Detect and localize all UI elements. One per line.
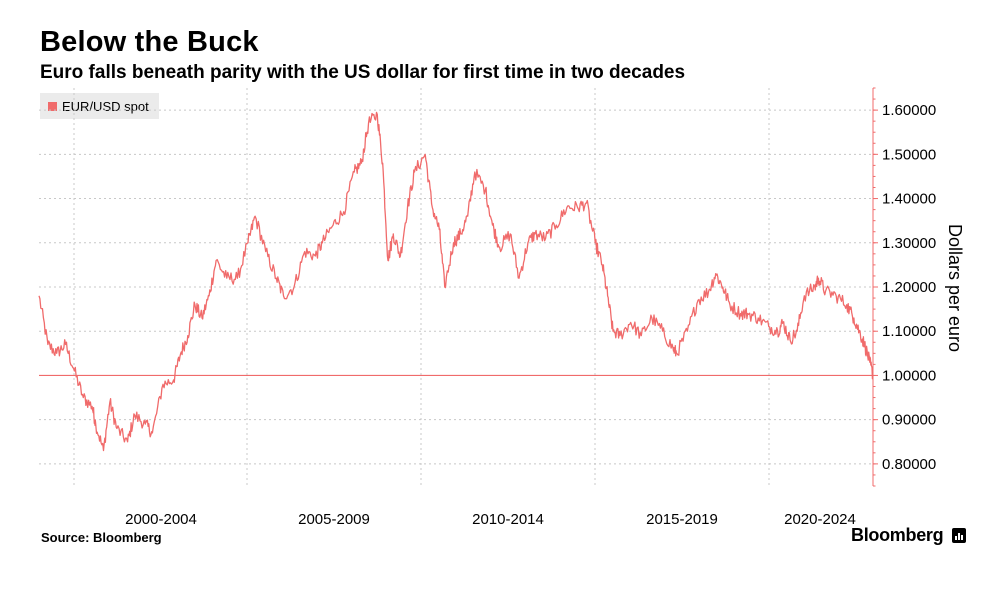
y-tick-label: 0.80000 [882,456,936,473]
x-tick-label: 2020-2024 [784,511,856,528]
chart-bars-icon [952,528,966,543]
y-tick-label: 1.10000 [882,323,936,340]
brand-logo: Bloomberg [851,525,944,545]
y-axis-label: Dollars per euro [945,224,965,352]
y-axis: 0.80000 0.90000 1.00000 1.10000 1.20000 1.300… [872,87,936,487]
y-tick-label: 0.90000 [882,412,936,429]
legend-label: EUR/USD spot [62,98,149,114]
y-tick-label: 1.30000 [882,235,936,252]
chart-subtitle: Euro falls beneath parity with the US do… [40,62,686,83]
x-tick-label: 2015-2019 [646,511,718,528]
x-tick-label: 2000-2004 [125,511,197,528]
legend-swatch [48,101,57,111]
x-tick-label: 2005-2009 [298,511,370,528]
series-group [38,111,874,452]
x-tick-label: 2010-2014 [472,511,544,528]
legend: EUR/USD spot [40,93,159,119]
y-tick-label: 1.00000 [882,367,936,384]
series-line-eur-usd [38,111,874,452]
x-axis: 2000-2004 2005-2009 2010-2014 2015-2019 2020… [125,511,856,528]
chart-title: Below the Buck [40,26,259,58]
y-tick-label: 1.20000 [882,279,936,296]
source-note: Source: Bloomberg [41,530,162,545]
gridlines [39,88,873,486]
y-tick-label: 1.50000 [882,146,936,163]
y-tick-label: 1.40000 [882,191,936,208]
y-tick-label: 1.60000 [882,102,936,119]
